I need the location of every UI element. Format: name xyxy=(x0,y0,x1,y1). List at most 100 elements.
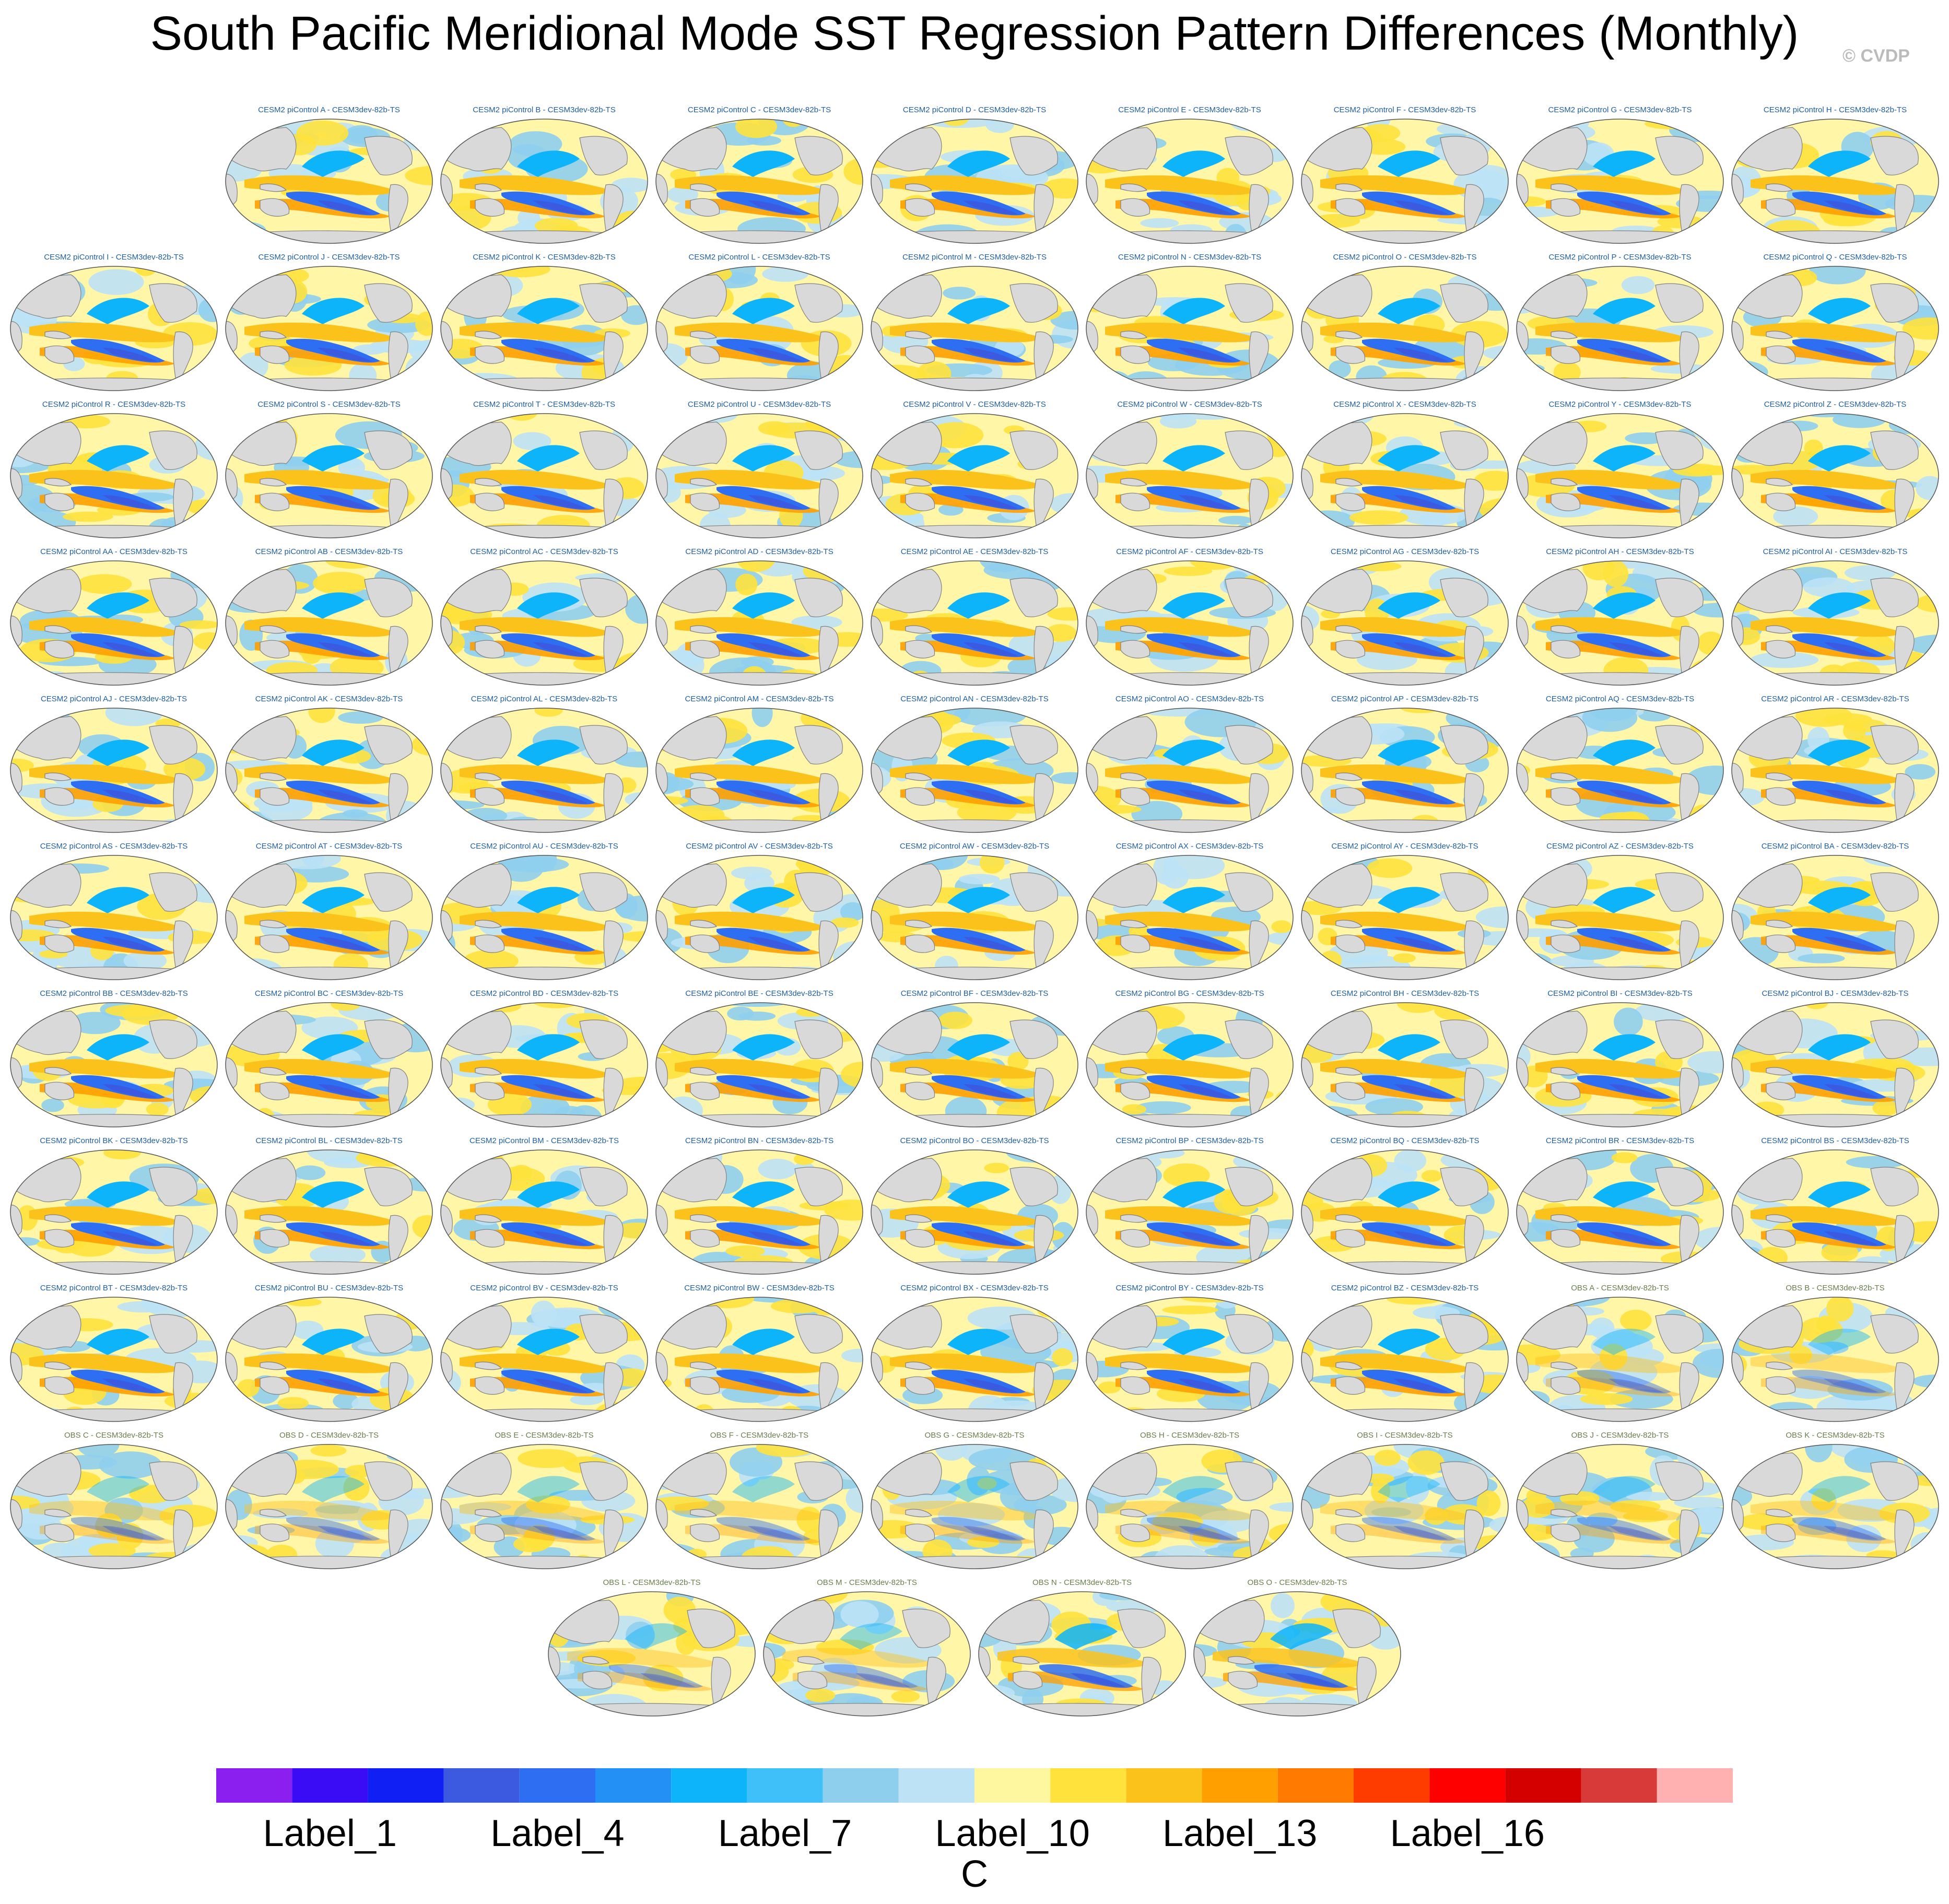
maritime-land xyxy=(1335,331,1363,339)
map-panel: CESM2 piControl BK - CESM3dev-82b-TS xyxy=(8,1136,219,1276)
south-america-land xyxy=(388,1362,408,1416)
north-pacific-cool-band xyxy=(1378,739,1440,766)
colorbar-bin xyxy=(443,1768,520,1803)
tropical-warm-band xyxy=(675,911,826,932)
panel-title: OBS B - CESM3dev-82b-TS xyxy=(1786,1284,1885,1292)
tropical-warm-band xyxy=(1535,764,1687,784)
map-panel: CESM2 piControl BN - CESM3dev-82b-TS xyxy=(654,1136,865,1276)
tropical-warm-band xyxy=(244,469,396,490)
panel-title: CESM2 piControl AX - CESM3dev-82b-TS xyxy=(1116,842,1264,851)
north-pacific-cool-band xyxy=(517,1329,580,1355)
tropical-warm-band xyxy=(29,1206,181,1226)
north-america-land xyxy=(364,1461,413,1501)
map-panel: OBS A - CESM3dev-82b-TS xyxy=(1514,1284,1725,1424)
north-america-land xyxy=(794,1167,843,1206)
north-america-land xyxy=(1009,283,1058,323)
south-america-land xyxy=(1464,626,1484,680)
sst-regression-map xyxy=(655,1002,863,1127)
sst-regression-map xyxy=(440,119,648,244)
north-america-land xyxy=(1655,283,1704,323)
map-panel: CESM2 piControl V - CESM3dev-82b-TS xyxy=(869,400,1080,540)
australia-land xyxy=(1120,1082,1150,1100)
map-outline xyxy=(655,1444,863,1569)
tropical-warm-band xyxy=(782,1648,934,1668)
south-america-land xyxy=(388,1509,408,1564)
map-panel: CESM2 piControl AL - CESM3dev-82b-TS xyxy=(439,695,650,835)
sst-anomaly-patch xyxy=(315,1529,354,1559)
panel-title: CESM2 piControl C - CESM3dev-82b-TS xyxy=(687,105,831,114)
sst-anomaly-patch xyxy=(828,269,851,286)
cool-tongue-core xyxy=(1393,495,1448,509)
cool-tongue-core xyxy=(1178,937,1233,951)
tropical-warm-band xyxy=(1105,1059,1257,1079)
sst-anomaly-patch xyxy=(343,1475,370,1501)
cool-tongue-core xyxy=(963,348,1018,362)
cool-tongue-core xyxy=(1178,495,1233,509)
sst-anomaly-patch xyxy=(1902,317,1939,340)
sst-anomaly-patch xyxy=(10,1297,38,1324)
map-outline xyxy=(10,266,218,391)
sst-anomaly-patch xyxy=(1393,953,1416,963)
north-pacific-cool-band xyxy=(302,1329,365,1355)
north-pacific-cool-band xyxy=(517,1476,580,1502)
sst-anomaly-patch xyxy=(1905,764,1935,780)
tropical-warm-band xyxy=(460,1353,611,1373)
maritime-land xyxy=(44,1067,72,1076)
sst-anomaly-patch xyxy=(1799,1317,1843,1343)
north-pacific-cool-band xyxy=(1163,1329,1225,1355)
north-pacific-cool-band xyxy=(302,739,365,766)
map-panel: CESM2 piControl AY - CESM3dev-82b-TS xyxy=(1299,842,1510,982)
australia-land xyxy=(1335,345,1366,364)
tropical-warm-band xyxy=(29,911,181,932)
map-outline xyxy=(1086,855,1294,980)
cool-tongue-core xyxy=(102,1526,157,1540)
tropical-warm-band xyxy=(675,617,826,637)
south-america-land xyxy=(1034,1067,1054,1122)
north-pacific-cool-band xyxy=(302,1034,365,1061)
maritime-land xyxy=(690,920,718,929)
cool-tongue-core xyxy=(1178,1084,1233,1098)
north-america-land xyxy=(364,1314,413,1354)
tropical-warm-band xyxy=(1105,1206,1257,1226)
north-pacific-cool-band xyxy=(732,445,795,472)
tropical-warm-band xyxy=(675,1500,826,1521)
south-america-land xyxy=(1894,626,1915,680)
north-america-land xyxy=(1655,1019,1704,1059)
sst-anomaly-patch xyxy=(226,533,249,538)
map-panel: CESM2 piControl BP - CESM3dev-82b-TS xyxy=(1084,1136,1295,1276)
south-america-land xyxy=(1894,184,1915,238)
sst-anomaly-patch xyxy=(1016,708,1052,715)
map-panel: CESM2 piControl BA - CESM3dev-82b-TS xyxy=(1730,842,1941,982)
north-pacific-cool-band xyxy=(87,1329,149,1355)
sst-anomaly-patch xyxy=(1349,510,1408,525)
north-pacific-cool-band xyxy=(1163,1476,1225,1502)
australia-land xyxy=(1120,640,1150,659)
map-panel: CESM2 piControl Z - CESM3dev-82b-TS xyxy=(1730,400,1941,540)
sst-regression-map xyxy=(440,1297,648,1422)
map-panel: CESM2 piControl A - CESM3dev-82b-TS xyxy=(224,105,435,245)
sst-anomaly-patch xyxy=(758,421,791,436)
tropical-warm-band xyxy=(890,1353,1041,1373)
maritime-land xyxy=(260,183,287,192)
sst-anomaly-patch xyxy=(1135,1101,1191,1114)
cool-tongue-core xyxy=(1393,642,1448,656)
sst-regression-map xyxy=(655,560,863,686)
cool-tongue-core xyxy=(1824,1526,1878,1540)
sst-anomaly-patch xyxy=(10,370,37,391)
panel-title: CESM2 piControl AY - CESM3dev-82b-TS xyxy=(1331,842,1478,851)
tropical-warm-band xyxy=(1751,764,1902,784)
sst-anomaly-patch xyxy=(725,1245,765,1257)
map-outline xyxy=(1301,119,1509,244)
south-america-land xyxy=(173,626,193,680)
map-outline xyxy=(10,1002,218,1127)
sst-anomaly-patch xyxy=(1804,1003,1829,1009)
map-panel: CESM2 piControl W - CESM3dev-82b-TS xyxy=(1084,400,1295,540)
sst-anomaly-patch xyxy=(1425,1507,1448,1525)
map-panel: CESM2 piControl BZ - CESM3dev-82b-TS xyxy=(1299,1284,1510,1424)
north-america-land xyxy=(1009,1019,1058,1059)
sst-anomaly-patch xyxy=(667,186,699,203)
south-america-land xyxy=(1894,920,1915,974)
sst-regression-map xyxy=(1516,1444,1724,1569)
australia-land xyxy=(44,787,75,806)
north-pacific-cool-band xyxy=(947,298,1010,324)
